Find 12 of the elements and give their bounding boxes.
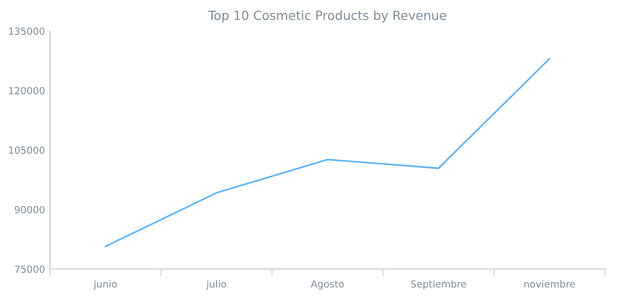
y-tick-label: 75000 bbox=[15, 265, 44, 273]
x-tick-label: junio bbox=[93, 280, 117, 290]
x-tick-label: Septiembre bbox=[411, 280, 466, 290]
x-tick-label: noviembre bbox=[524, 280, 575, 288]
y-tick-label: 105000 bbox=[9, 146, 44, 154]
x-tick-label: julio bbox=[206, 280, 226, 290]
line-series bbox=[104, 58, 550, 248]
y-tick-label: 90000 bbox=[14, 206, 44, 214]
x-tick-label: Agosto bbox=[310, 280, 344, 290]
chart-title: Top 10 Cosmetic Products by Revenue bbox=[208, 10, 446, 22]
y-tick-label: 120000 bbox=[9, 86, 44, 94]
y-tick-label: 135000 bbox=[9, 27, 44, 35]
